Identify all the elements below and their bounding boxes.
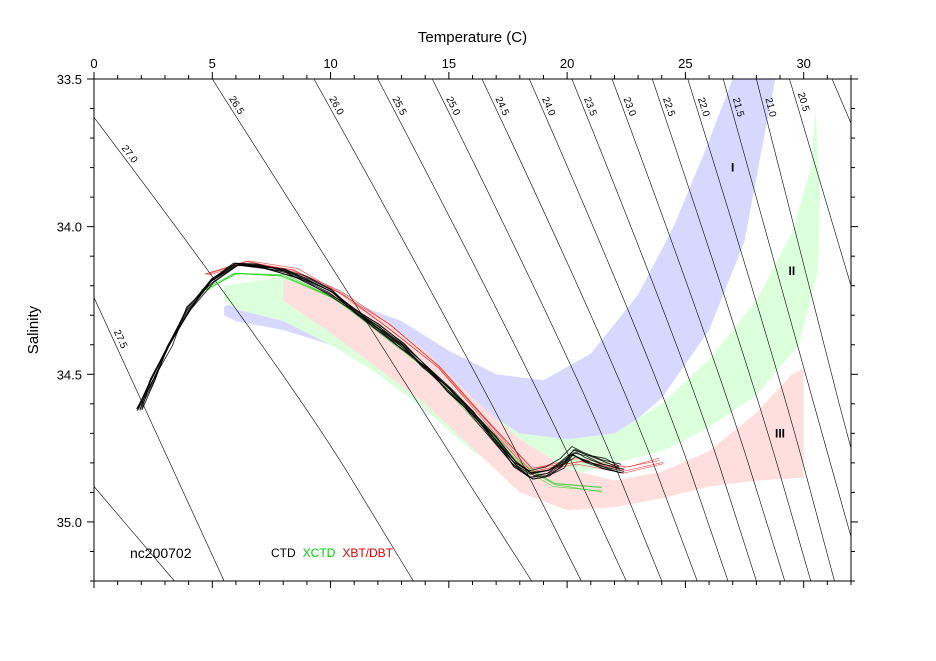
isopycnal-line — [722, 79, 851, 537]
x-tick-label: 10 — [323, 56, 337, 71]
isopycnal-label: 22.5 — [660, 96, 677, 118]
isopycnal-line — [571, 79, 757, 581]
isopycnal-line — [94, 117, 414, 581]
x-tick-label: 25 — [678, 56, 692, 71]
series-ctd-trace — [136, 264, 622, 472]
isopycnal-line — [212, 79, 532, 581]
series-ctd-trace — [136, 262, 620, 474]
isopycnal-label: 21.5 — [730, 96, 746, 118]
region-3-envelope — [283, 279, 804, 511]
y-tick-label: 34.5 — [57, 367, 82, 382]
x-tick-label: 5 — [209, 56, 216, 71]
isopycnal-line — [313, 79, 582, 581]
isopycnal-line — [377, 79, 627, 581]
isopycnal-line — [831, 79, 851, 124]
x-axis-title: Temperature (C) — [418, 29, 527, 46]
region-label-1: I — [731, 161, 734, 175]
isopycnal-line — [432, 79, 663, 581]
x-tick-label: 30 — [796, 56, 810, 71]
isopycnal-label: 22.0 — [695, 96, 711, 118]
series-ctd-trace — [141, 264, 624, 478]
isopycnal-label: 23.0 — [621, 96, 638, 118]
y-tick-label: 33.5 — [57, 72, 82, 87]
x-tick-label: 20 — [560, 56, 574, 71]
x-tick-label: 15 — [442, 56, 456, 71]
legend-entry-ctd: CTD — [271, 546, 296, 560]
y-axis-title: Salinity — [25, 305, 42, 354]
region-label-3: III — [775, 426, 785, 440]
legend: CTD XCTD XBT/DBT — [271, 546, 394, 560]
isopycnal-label: 27.5 — [111, 328, 129, 351]
data-series — [136, 260, 664, 493]
isopycnal-line — [94, 486, 175, 581]
isopycnal-line — [94, 297, 225, 581]
y-tick-label: 35.0 — [57, 515, 82, 530]
isopycnal-lines — [94, 79, 851, 581]
isopycnal-line — [529, 79, 729, 581]
region-label-2: II — [789, 264, 796, 278]
isopycnal-label: 20.5 — [795, 91, 811, 113]
isopycnal-line — [481, 79, 698, 581]
cruise-id-annotation: nc200702 — [130, 545, 192, 561]
isopycnal-line — [611, 79, 786, 581]
isopycnal-label: 24.0 — [539, 95, 557, 118]
water-mass-regions — [224, 79, 821, 511]
legend-entry-xbt-dbt: XBT/DBT — [342, 546, 393, 560]
series-ctd-trace — [136, 264, 625, 478]
isopycnal-label: 21.0 — [762, 97, 778, 119]
isopycnal-line — [652, 79, 812, 581]
isopycnal-label: 24.5 — [493, 95, 511, 118]
isopycnal-label: 23.5 — [581, 96, 599, 119]
isopycnal-line — [789, 79, 851, 286]
y-tick-label: 34.0 — [57, 220, 82, 235]
plot-axes: 0 5 10 15 20 25 30 33.5 34.0 34.5 35.0 — [57, 56, 858, 588]
isopycnal-line — [687, 79, 835, 581]
legend-entry-xctd: XCTD — [303, 546, 336, 560]
isopycnal-line — [756, 79, 851, 449]
x-tick-label: 0 — [90, 56, 97, 71]
